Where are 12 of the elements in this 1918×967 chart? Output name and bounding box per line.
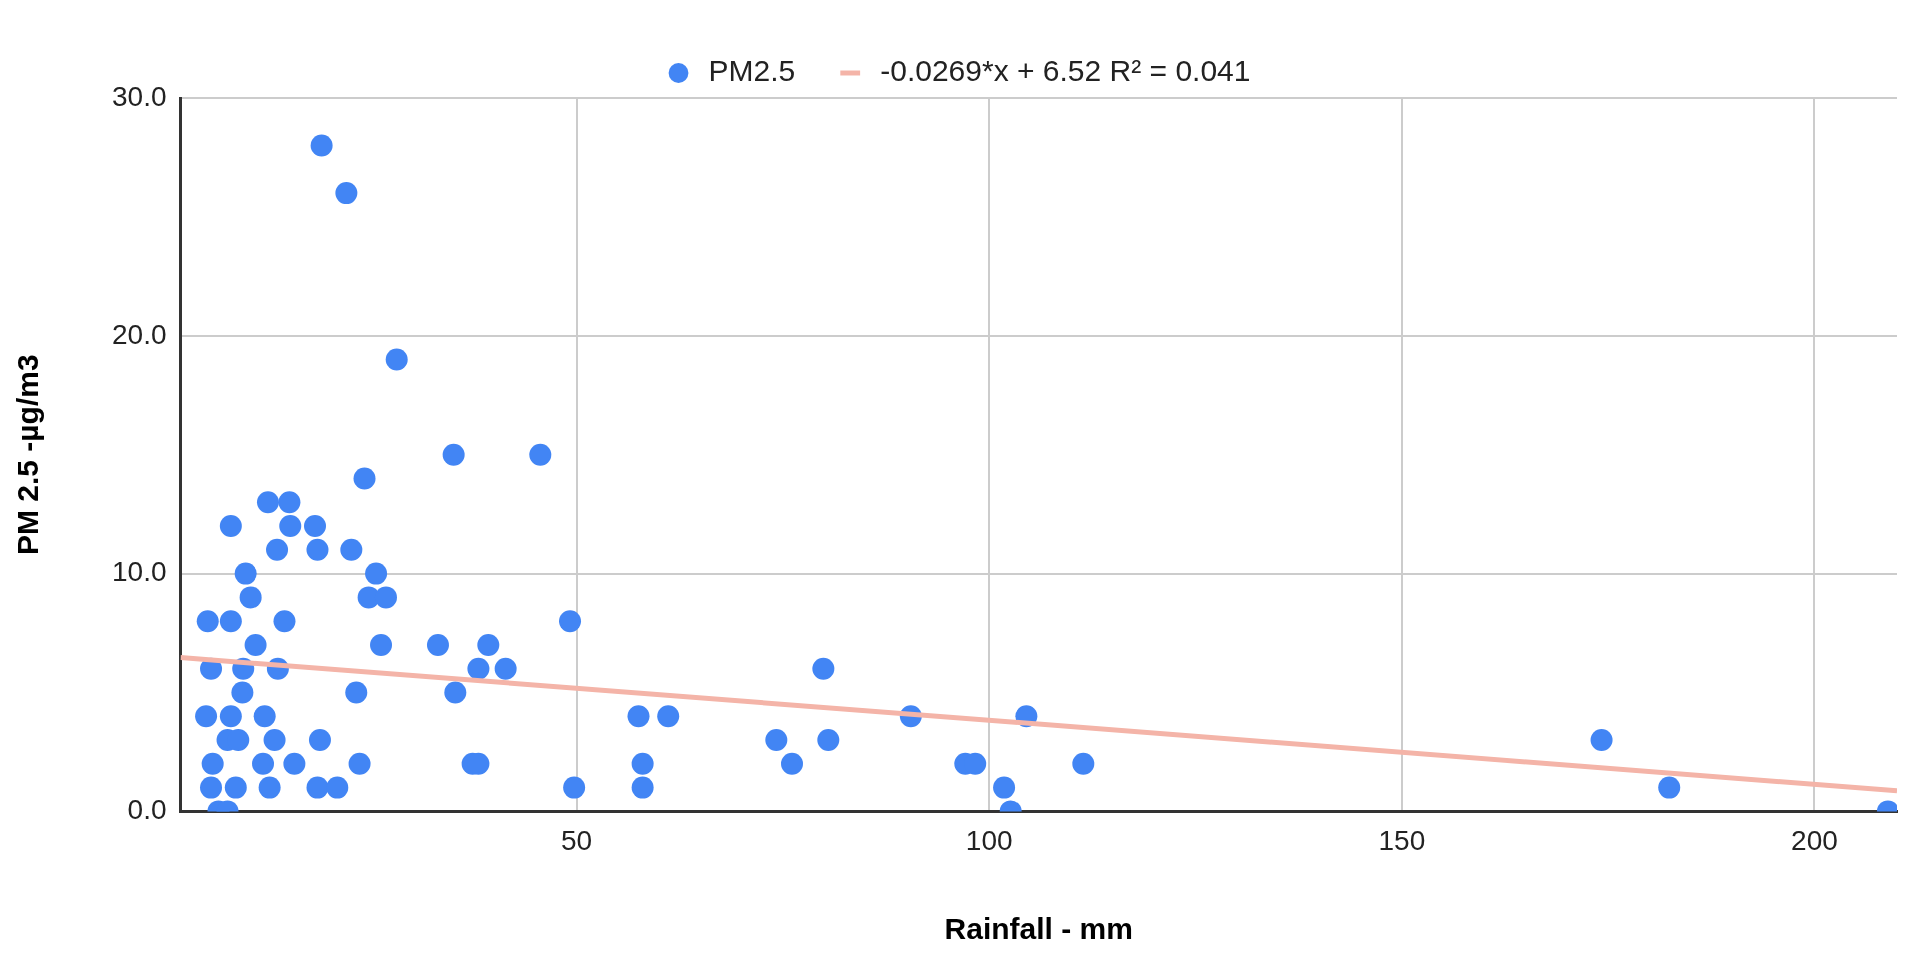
x-axis-title: Rainfall - mm (944, 912, 1133, 946)
y-tick-label: 20.0 (112, 318, 167, 350)
x-tick-label: 50 (561, 824, 593, 856)
x-tick-label: 100 (965, 824, 1013, 856)
legend-label: -0.0269*x + 6.52 R² = 0.041 (880, 54, 1251, 88)
y-tick-label: 10.0 (112, 556, 167, 588)
legend-label: PM2.5 (708, 54, 796, 88)
y-tick-label: 0.0 (127, 794, 167, 826)
x-tick-label: 200 (1791, 824, 1838, 856)
y-tick-label: 30.0 (112, 80, 167, 112)
x-tick-label: 150 (1378, 824, 1426, 856)
y-axis-title: PM 2.5 -µg/m3 (11, 354, 45, 556)
